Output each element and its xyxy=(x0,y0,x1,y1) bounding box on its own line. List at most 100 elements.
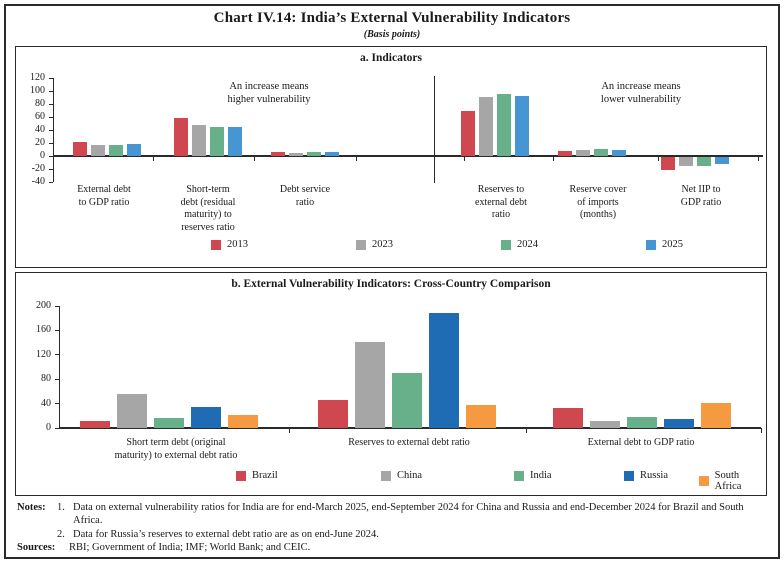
y-axis xyxy=(53,78,55,182)
legend-label: Brazil xyxy=(252,470,278,481)
legend-chip-india xyxy=(514,470,524,481)
bar-2013-5 xyxy=(558,150,572,156)
y-axis-tick xyxy=(49,90,53,92)
bar-2023-4 xyxy=(479,96,493,156)
x-axis-tick xyxy=(356,156,357,161)
legend-india: India xyxy=(514,470,552,481)
bar-2024-5 xyxy=(594,148,608,156)
bar-2013-1 xyxy=(73,142,87,156)
x-axis-tick xyxy=(254,156,255,161)
bar-India-1 xyxy=(154,417,184,428)
bar-China-1 xyxy=(117,393,147,428)
bar-2013-3 xyxy=(271,152,285,156)
y-axis-tick xyxy=(55,403,59,405)
x-axis xyxy=(59,427,761,429)
bar-2023-6 xyxy=(679,157,693,167)
y-axis-tick xyxy=(55,378,59,380)
chart-subtitle: (Basis points) xyxy=(363,29,421,40)
y-axis-tick xyxy=(49,142,53,144)
bar-Russia-2 xyxy=(429,312,459,428)
bar-2025-4 xyxy=(515,96,529,156)
bar-Russia-1 xyxy=(191,407,221,428)
legend-2024: 2024 xyxy=(501,239,538,250)
y-axis-tick-label: 60 xyxy=(35,111,45,122)
category-label: External debt to GDP ratio xyxy=(587,437,695,448)
x-axis-tick xyxy=(553,156,554,161)
note-number: 1. xyxy=(57,502,65,513)
bar-Brazil-2 xyxy=(318,399,348,428)
bar-2023-5 xyxy=(576,149,590,156)
legend-label: 2024 xyxy=(517,239,538,250)
y-axis-tick xyxy=(49,129,53,131)
y-axis-tick xyxy=(49,168,53,170)
panel-a-header: a. Indicators xyxy=(360,52,422,64)
category-label: Reserves to external debt ratio xyxy=(475,184,527,220)
sources-label: Sources: xyxy=(17,542,56,554)
y-axis-tick-label: 200 xyxy=(36,300,51,311)
legend-chip-2025 xyxy=(646,239,656,250)
bar-2024-2 xyxy=(210,127,224,156)
note-text: Data for Russia’s reserves to external d… xyxy=(73,528,379,540)
legend-chip-brazil xyxy=(236,470,246,481)
legend-2013: 2013 xyxy=(211,239,248,250)
bar-Brazil-3 xyxy=(553,407,583,428)
sources-text: RBI; Government of India; IMF; World Ban… xyxy=(69,542,311,554)
bar-Brazil-1 xyxy=(80,421,110,428)
legend-chip-2013 xyxy=(211,239,221,250)
legend-russia: Russia xyxy=(624,470,668,481)
notes-block: Notes: 1. Data on external vulnerability… xyxy=(17,501,765,555)
note-indent xyxy=(17,528,57,541)
legend-china: China xyxy=(381,470,422,481)
y-axis-tick xyxy=(49,181,53,183)
bar-2024-4 xyxy=(497,93,511,156)
x-axis-tick xyxy=(464,156,465,161)
legend-2023: 2023 xyxy=(356,239,393,250)
y-axis-tick-label: 120 xyxy=(30,72,45,83)
bar-2024-6 xyxy=(697,157,711,166)
y-axis-tick-label: 40 xyxy=(41,397,51,409)
y-axis-tick xyxy=(49,77,53,79)
y-axis-tick xyxy=(55,427,59,429)
legend-chip-russia xyxy=(624,470,634,481)
legend-chip-2023 xyxy=(356,239,366,250)
bar-China-2 xyxy=(355,341,385,428)
legend-2025: 2025 xyxy=(646,239,683,250)
y-axis-tick xyxy=(49,155,53,157)
panel-b-header: b. External Vulnerability Indicators: Cr… xyxy=(231,278,551,290)
note-text: Data on external vulnerability ratios fo… xyxy=(73,502,744,527)
y-axis-tick-label: 160 xyxy=(36,324,51,336)
bar-South Africa-1 xyxy=(228,415,258,428)
legend-chip-china xyxy=(381,470,391,481)
legend-chip-2024 xyxy=(501,239,511,250)
bar-Russia-3 xyxy=(664,419,694,428)
bar-2025-6 xyxy=(715,157,729,165)
legend-label: Russia xyxy=(640,470,669,481)
bar-2025-1 xyxy=(127,144,141,156)
y-axis-tick-label: 120 xyxy=(36,348,51,360)
y-axis-tick-label: 0 xyxy=(40,150,45,161)
bar-2023-2 xyxy=(192,125,206,156)
category-label: Short term debt (original maturity) to e… xyxy=(114,437,238,461)
category-label: External debt to GDP ratio xyxy=(77,184,131,208)
bar-2013-2 xyxy=(174,118,188,156)
bar-South Africa-2 xyxy=(466,404,496,428)
bar-2025-5 xyxy=(612,149,626,156)
y-axis-tick xyxy=(49,116,53,118)
bar-2013-6 xyxy=(661,157,675,171)
bar-2024-3 xyxy=(307,152,321,156)
y-axis xyxy=(59,306,61,428)
note-line-2: 2. Data for Russia’s reserves to externa… xyxy=(17,528,765,541)
bar-China-3 xyxy=(590,420,620,428)
bar-2023-1 xyxy=(91,144,105,156)
category-label: Reserve cover of imports (months) xyxy=(569,184,627,220)
x-axis-tick xyxy=(761,428,762,433)
legend-label: 2023 xyxy=(372,239,393,250)
bar-2024-1 xyxy=(109,144,123,156)
legend-label: 2025 xyxy=(662,239,683,250)
sources-line: Sources: RBI; Government of India; IMF; … xyxy=(17,541,765,554)
y-axis-tick xyxy=(55,305,59,307)
bar-2025-3 xyxy=(325,152,339,156)
category-label: Debt service ratio xyxy=(279,184,331,208)
y-axis-tick xyxy=(55,329,59,331)
y-axis-tick-label: 0 xyxy=(46,422,51,433)
